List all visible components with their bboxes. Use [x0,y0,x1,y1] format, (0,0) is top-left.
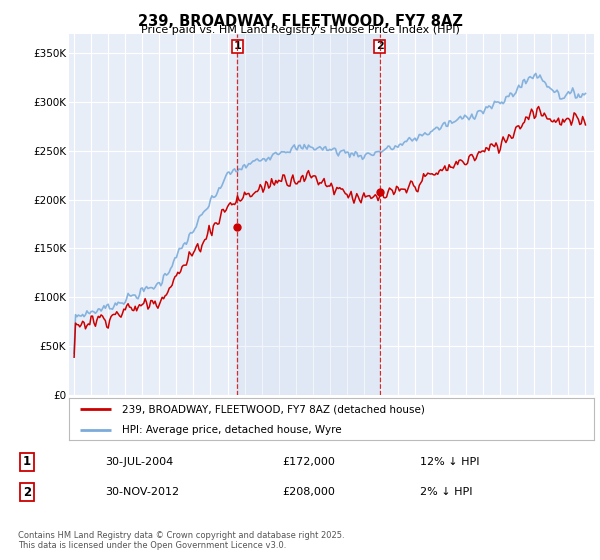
Text: Contains HM Land Registry data © Crown copyright and database right 2025.
This d: Contains HM Land Registry data © Crown c… [18,531,344,550]
Text: 12% ↓ HPI: 12% ↓ HPI [420,457,479,467]
Text: 2: 2 [376,41,383,52]
Text: £208,000: £208,000 [282,487,335,497]
Text: HPI: Average price, detached house, Wyre: HPI: Average price, detached house, Wyre [121,426,341,435]
Text: 30-JUL-2004: 30-JUL-2004 [105,457,173,467]
Text: 239, BROADWAY, FLEETWOOD, FY7 8AZ (detached house): 239, BROADWAY, FLEETWOOD, FY7 8AZ (detac… [121,404,424,414]
Text: Price paid vs. HM Land Registry's House Price Index (HPI): Price paid vs. HM Land Registry's House … [140,25,460,35]
Text: 2% ↓ HPI: 2% ↓ HPI [420,487,473,497]
Text: 2: 2 [23,486,31,498]
Text: 1: 1 [23,455,31,468]
Text: 1: 1 [233,41,241,52]
Text: 30-NOV-2012: 30-NOV-2012 [105,487,179,497]
Bar [238,34,380,395]
Text: £172,000: £172,000 [282,457,335,467]
Text: 239, BROADWAY, FLEETWOOD, FY7 8AZ: 239, BROADWAY, FLEETWOOD, FY7 8AZ [137,14,463,29]
